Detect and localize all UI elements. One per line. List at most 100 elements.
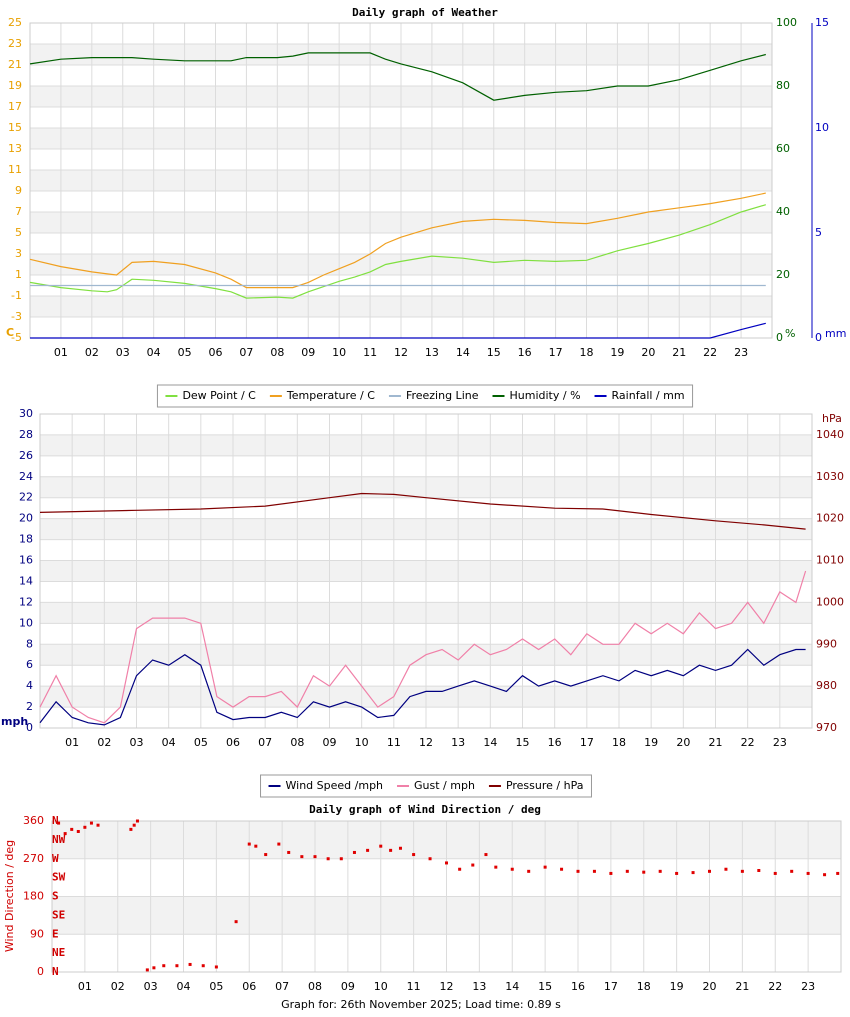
- y3-tick-label: 0: [815, 331, 822, 344]
- x-tick-label: 17: [549, 346, 563, 359]
- x-tick-label: 23: [734, 346, 748, 359]
- compass-label: E: [52, 927, 59, 940]
- plot-border: [51, 820, 842, 973]
- x-tick-label: 13: [472, 980, 486, 993]
- x-tick-label: 21: [735, 980, 749, 993]
- chart-title: Daily graph of Weather: [352, 6, 498, 19]
- point: [287, 850, 291, 854]
- point: [823, 873, 827, 877]
- x-tick-label: 20: [703, 980, 717, 993]
- x-tick-label: 07: [258, 736, 272, 749]
- x-tick-label: 06: [226, 736, 240, 749]
- y2-axis-label: %: [785, 327, 795, 340]
- legend-label: Pressure / hPa: [506, 779, 584, 792]
- legend-label: Humidity / %: [510, 389, 581, 402]
- y3-axis-label: mm: [825, 327, 846, 340]
- legend-label: Wind Speed /mph: [286, 779, 384, 792]
- point: [339, 857, 343, 861]
- y-axis-label: Wind Direction / deg: [3, 840, 16, 952]
- y-tick-label: 10: [19, 616, 33, 629]
- x-tick-label: 11: [407, 980, 421, 993]
- series-line: [39, 648, 806, 726]
- y-tick-label: 270: [23, 852, 44, 865]
- y-tick-label: 90: [30, 927, 44, 940]
- y-tick-label: 22: [19, 491, 33, 504]
- point: [145, 968, 149, 972]
- y-tick-label: 30: [19, 407, 33, 420]
- x-tick-label: 09: [301, 346, 315, 359]
- y-tick-label: 2: [26, 700, 33, 713]
- x-tick-label: 12: [440, 980, 454, 993]
- point: [129, 827, 133, 831]
- x-tick-label: 15: [516, 736, 530, 749]
- x-tick-label: 21: [672, 346, 686, 359]
- point: [445, 861, 448, 865]
- x-tick-label: 17: [580, 736, 594, 749]
- point: [379, 844, 383, 848]
- compass-label: SW: [52, 871, 66, 884]
- point: [132, 823, 136, 827]
- y-axis-label: C: [6, 326, 14, 339]
- point: [254, 844, 258, 848]
- x-tick-label: 18: [580, 346, 594, 359]
- y-tick-label: -1: [11, 289, 22, 302]
- x-tick-label: 08: [308, 980, 322, 993]
- point: [76, 829, 80, 833]
- y-tick-label: 0: [37, 965, 44, 978]
- x-tick-label: 09: [323, 736, 337, 749]
- plot-border: [39, 413, 813, 729]
- series-line: [30, 322, 766, 339]
- y3-tick-label: 5: [815, 226, 822, 239]
- point: [352, 850, 356, 854]
- y-tick-label: 5: [15, 226, 22, 239]
- y-tick-label: 21: [8, 58, 22, 71]
- x-tick-label: 14: [505, 980, 519, 993]
- y-tick-label: 28: [19, 428, 33, 441]
- legend-label: Gust / mph: [414, 779, 475, 792]
- point: [188, 962, 192, 966]
- compass-label: S: [52, 890, 59, 903]
- x-tick-label: 10: [332, 346, 346, 359]
- x-tick-label: 18: [637, 980, 651, 993]
- y-tick-label: 14: [19, 574, 33, 587]
- point: [790, 869, 794, 873]
- x-tick-label: 06: [209, 346, 223, 359]
- x-tick-label: 10: [355, 736, 369, 749]
- y-tick-label: 11: [8, 163, 22, 176]
- x-tick-label: 13: [425, 346, 439, 359]
- point: [675, 871, 679, 875]
- point: [264, 853, 268, 857]
- y2-tick-label: 20: [776, 268, 790, 281]
- x-tick-label: 07: [275, 980, 289, 993]
- y2-tick-label: 1020: [816, 512, 844, 525]
- y-tick-label: 23: [8, 37, 22, 50]
- x-tick-label: 13: [451, 736, 465, 749]
- point: [658, 869, 662, 873]
- y2-tick-label: 990: [816, 637, 837, 650]
- point: [366, 848, 370, 852]
- y-tick-label: 20: [19, 512, 33, 525]
- x-tick-label: 16: [518, 346, 532, 359]
- point: [592, 869, 596, 873]
- point: [691, 871, 695, 875]
- y-tick-label: 9: [15, 184, 22, 197]
- x-tick-label: 04: [162, 736, 176, 749]
- x-tick-label: 16: [548, 736, 562, 749]
- y2-tick-label: 1040: [816, 428, 844, 441]
- point: [773, 871, 777, 875]
- x-tick-label: 21: [709, 736, 723, 749]
- x-tick-label: 07: [239, 346, 253, 359]
- x-tick-label: 03: [116, 346, 130, 359]
- point: [494, 865, 498, 869]
- series-line: [39, 492, 806, 530]
- x-tick-label: 10: [374, 980, 388, 993]
- y-tick-label: 7: [15, 205, 22, 218]
- point: [175, 964, 179, 968]
- compass-label: W: [52, 852, 59, 865]
- legend-label: Freezing Line: [406, 389, 479, 402]
- point: [398, 846, 402, 850]
- x-tick-label: 14: [483, 736, 497, 749]
- point: [458, 867, 462, 871]
- point: [57, 821, 61, 825]
